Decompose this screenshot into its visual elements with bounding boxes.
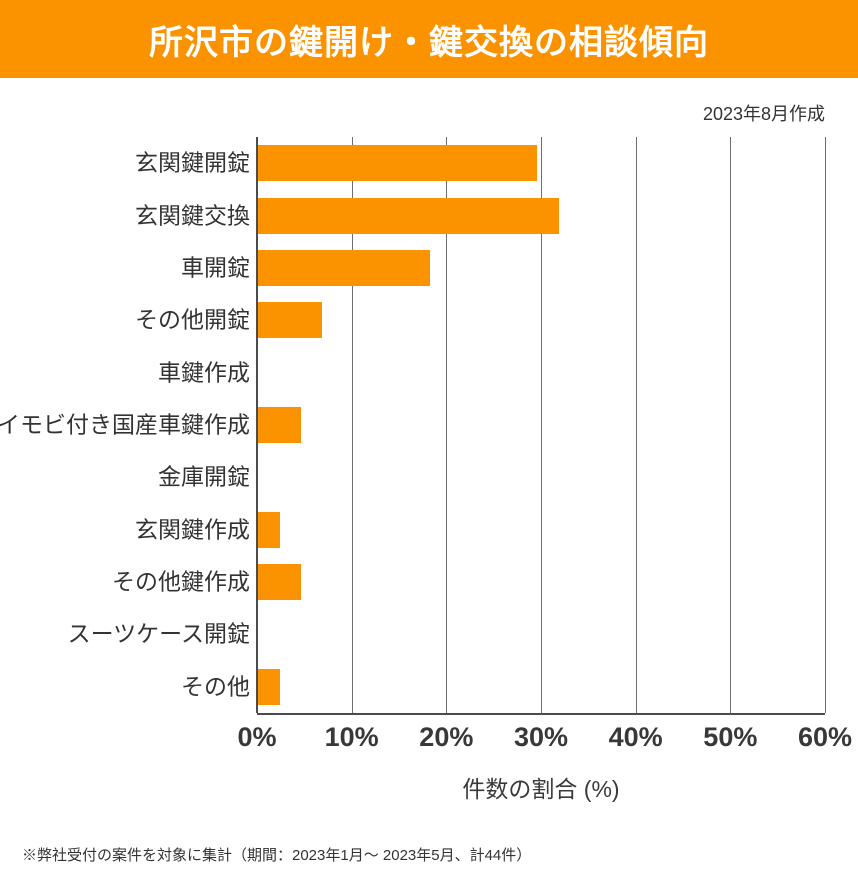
bar xyxy=(258,197,560,234)
category-label: 玄関鍵交換 xyxy=(135,202,250,229)
bar xyxy=(258,302,323,339)
x-tick-label: 40% xyxy=(608,722,663,752)
bar xyxy=(258,407,301,443)
gridline xyxy=(446,137,448,713)
bar xyxy=(258,511,280,548)
category-axis-labels: 玄関鍵開錠玄関鍵交換車開錠その他開錠車鍵作成イモビ付き国産車鍵作成金庫開錠玄関鍵… xyxy=(0,137,250,713)
x-tick-label: 30% xyxy=(513,722,569,752)
category-label: 玄関鍵開錠 xyxy=(135,149,250,176)
category-label: 金庫開錠 xyxy=(158,463,250,490)
bar xyxy=(258,668,280,705)
category-label: その他開錠 xyxy=(135,306,250,333)
gridline xyxy=(635,137,637,713)
title-banner: 所沢市の鍵開け・鍵交換の相談傾向 xyxy=(0,0,858,78)
x-tick-label: 10% xyxy=(324,722,379,752)
x-tick-label: 20% xyxy=(419,722,474,752)
bar xyxy=(258,145,538,182)
page-title: 所沢市の鍵開け・鍵交換の相談傾向 xyxy=(149,23,709,62)
x-tick-label: 50% xyxy=(703,722,758,752)
created-date-label: 2023年8月作成 xyxy=(702,104,825,124)
gridline xyxy=(730,137,732,713)
gridline xyxy=(825,137,826,713)
y-axis-line xyxy=(256,137,258,713)
category-label: 玄関鍵作成 xyxy=(135,516,250,543)
category-label: 車開錠 xyxy=(181,254,250,281)
x-tick-label: 60% xyxy=(797,722,853,752)
bar xyxy=(258,564,301,601)
category-label: その他鍵作成 xyxy=(112,568,250,595)
category-label: イモビ付き国産車鍵作成 xyxy=(0,411,250,438)
gridline xyxy=(351,137,353,713)
x-axis-title: 件数の割合 (%) xyxy=(462,776,620,802)
gridline xyxy=(541,137,542,713)
source-footnote: ※弊社受付の案件を対象に集計（期間：2023年1月～ 2023年5月、計44件） xyxy=(22,847,532,864)
bar-chart-plot-area xyxy=(256,137,826,715)
x-tick-label: 0% xyxy=(237,722,277,752)
category-label: 車鍵作成 xyxy=(158,359,250,386)
category-label: その他 xyxy=(181,673,250,700)
bar xyxy=(258,249,431,286)
category-label: スーツケース開錠 xyxy=(67,620,250,647)
